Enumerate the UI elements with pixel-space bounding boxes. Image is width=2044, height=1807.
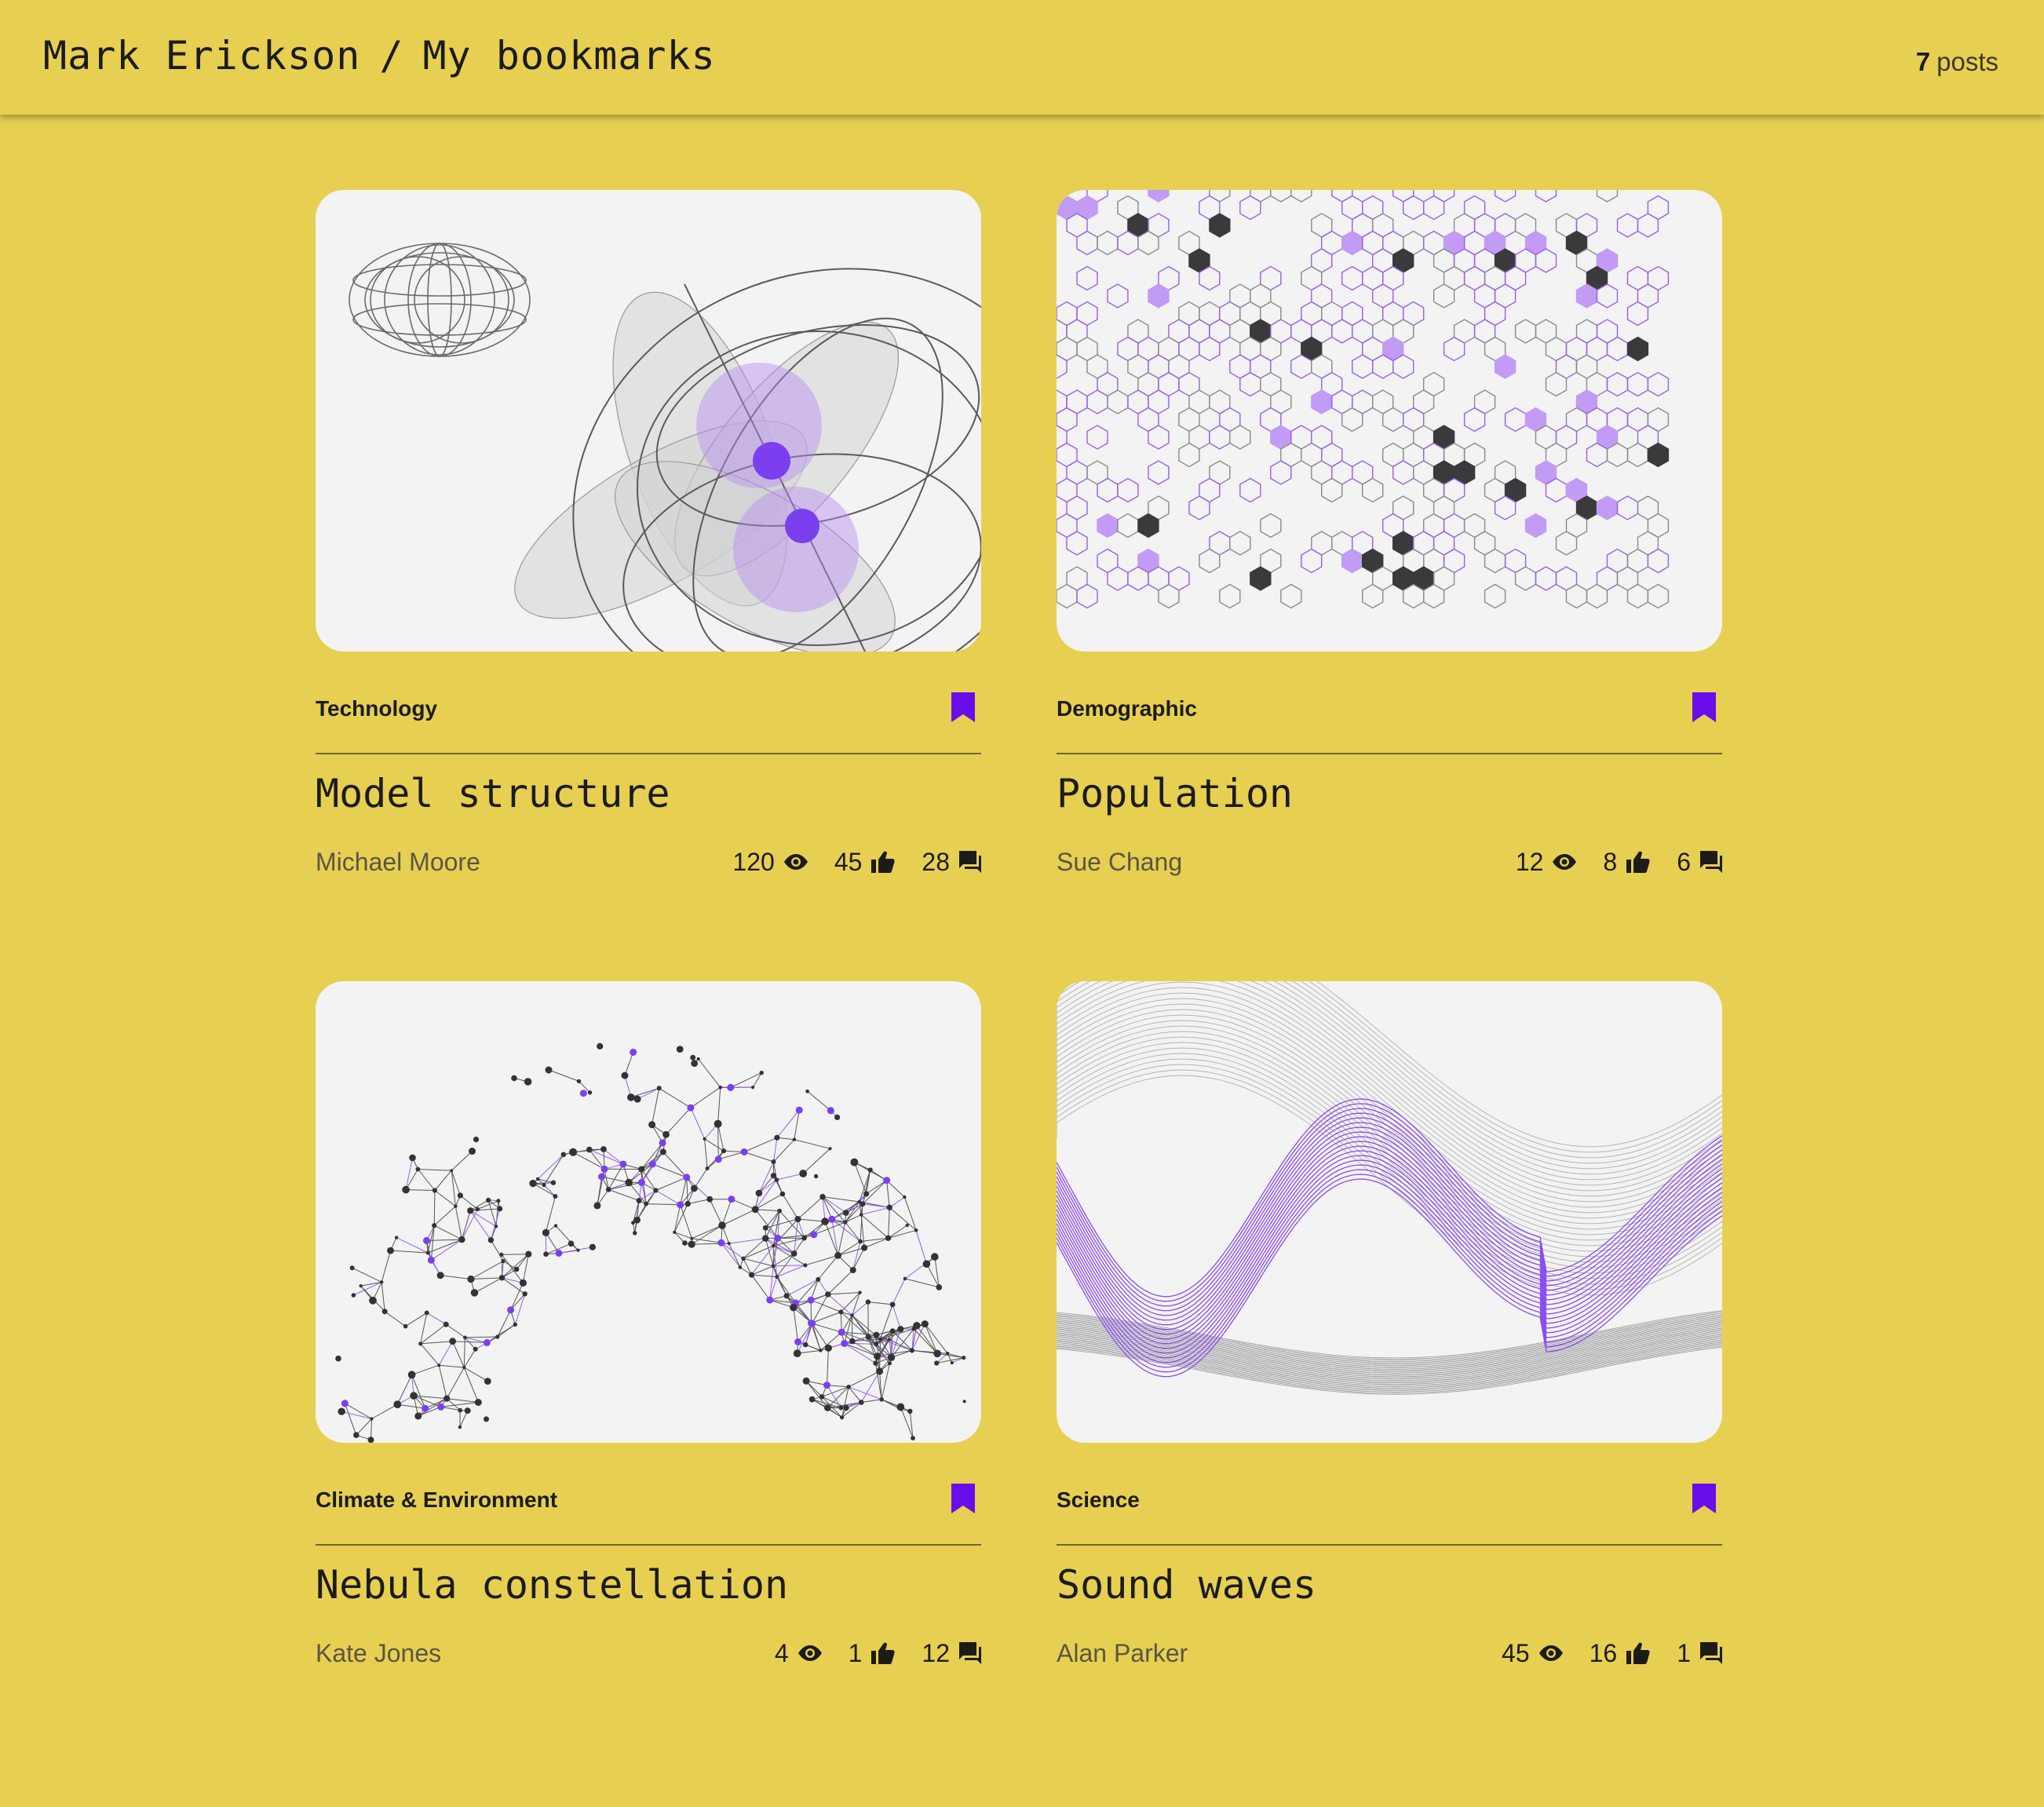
comment-icon[interactable]: [959, 1642, 981, 1664]
post-stats: 4 1 12: [748, 1637, 981, 1669]
post-image[interactable]: [316, 190, 981, 652]
likes-count: 45: [834, 847, 863, 876]
bookmark-icon[interactable]: [1692, 692, 1716, 722]
comment-icon[interactable]: [1700, 851, 1722, 873]
views-stat: 45: [1502, 1639, 1563, 1668]
post-author[interactable]: Sue Chang: [1057, 848, 1183, 876]
likes-stat: 8: [1603, 848, 1650, 877]
post-image[interactable]: [316, 981, 981, 1443]
post-card[interactable]: Demographic Population Sue Chang 12 8 6: [1057, 190, 1722, 896]
likes-stat: 16: [1590, 1639, 1651, 1668]
post-author[interactable]: Michael Moore: [316, 848, 480, 876]
post-title[interactable]: Model structure: [316, 771, 670, 816]
divider: [1057, 753, 1722, 754]
post-category[interactable]: Demographic: [1057, 696, 1197, 721]
thumbs-up-icon[interactable]: [1626, 1641, 1650, 1665]
comments-stat: 1: [1677, 1639, 1722, 1668]
breadcrumb-user[interactable]: Mark Erickson: [43, 33, 361, 78]
comments-count: 6: [1677, 847, 1691, 876]
post-card[interactable]: Technology Model structure Michael Moore…: [316, 190, 981, 896]
views-count: 4: [774, 1638, 789, 1667]
hexagon-network-illustration: [1057, 190, 1670, 609]
post-title[interactable]: Nebula constellation: [316, 1562, 789, 1608]
thumbs-up-icon[interactable]: [871, 1641, 896, 1665]
sound-wave-lines-illustration: [1057, 981, 1722, 1395]
comments-stat: 12: [922, 1639, 981, 1668]
comments-count: 1: [1677, 1638, 1691, 1667]
views-stat: 4: [775, 1639, 822, 1668]
divider: [316, 1544, 981, 1546]
likes-stat: 45: [834, 848, 896, 877]
bookmark-icon[interactable]: [951, 1484, 975, 1513]
post-title[interactable]: Population: [1057, 771, 1294, 816]
post-count-number: 7: [1915, 47, 1931, 76]
post-image[interactable]: [1057, 190, 1722, 652]
bookmark-icon[interactable]: [1692, 1484, 1716, 1513]
likes-count: 16: [1589, 1638, 1618, 1667]
post-stats: 12 8 6: [1489, 846, 1722, 878]
post-card[interactable]: Climate & Environment Nebula constellati…: [316, 981, 981, 1688]
breadcrumb: Mark Erickson / My bookmarks: [43, 33, 716, 78]
bookmark-icon[interactable]: [951, 692, 975, 722]
post-author[interactable]: Alan Parker: [1057, 1639, 1188, 1667]
views-count: 12: [1515, 847, 1544, 876]
eye-icon: [798, 1645, 822, 1661]
eye-icon: [783, 854, 808, 870]
post-count: 7 posts: [1916, 47, 1998, 77]
post-card[interactable]: Science Sound waves Alan Parker 45 16 1: [1057, 981, 1722, 1688]
breadcrumb-separator: /: [379, 33, 404, 78]
top-bar: Mark Erickson / My bookmarks 7 posts: [0, 0, 2044, 115]
wireframe-spheres-illustration: [349, 243, 981, 652]
comments-stat: 28: [922, 848, 981, 877]
comment-icon[interactable]: [959, 851, 981, 873]
thumbs-up-icon[interactable]: [1626, 850, 1650, 874]
comment-icon[interactable]: [1700, 1642, 1722, 1664]
eye-icon: [1538, 1645, 1563, 1661]
views-stat: 12: [1516, 848, 1577, 877]
post-category[interactable]: Climate & Environment: [316, 1488, 558, 1512]
likes-count: 8: [1603, 847, 1618, 876]
comments-stat: 6: [1677, 848, 1722, 877]
likes-stat: 1: [849, 1639, 896, 1668]
post-category[interactable]: Technology: [316, 696, 438, 721]
divider: [316, 753, 981, 754]
likes-count: 1: [848, 1638, 863, 1667]
post-title[interactable]: Sound waves: [1057, 1562, 1317, 1608]
eye-icon: [1553, 854, 1577, 870]
views-count: 120: [732, 847, 775, 876]
views-count: 45: [1502, 1638, 1530, 1667]
thumbs-up-icon[interactable]: [871, 850, 896, 874]
post-author[interactable]: Kate Jones: [316, 1639, 442, 1667]
comments-count: 12: [922, 1638, 950, 1667]
post-stats: 120 45 28: [706, 846, 981, 878]
divider: [1057, 1544, 1722, 1546]
comments-count: 28: [922, 847, 950, 876]
breadcrumb-page: My bookmarks: [422, 33, 716, 78]
post-image[interactable]: [1057, 981, 1722, 1443]
constellation-network-illustration: [335, 1042, 966, 1443]
post-count-label: posts: [1936, 47, 1998, 76]
post-stats: 45 16 1: [1475, 1637, 1722, 1669]
post-category[interactable]: Science: [1057, 1488, 1140, 1512]
views-stat: 120: [732, 847, 808, 877]
